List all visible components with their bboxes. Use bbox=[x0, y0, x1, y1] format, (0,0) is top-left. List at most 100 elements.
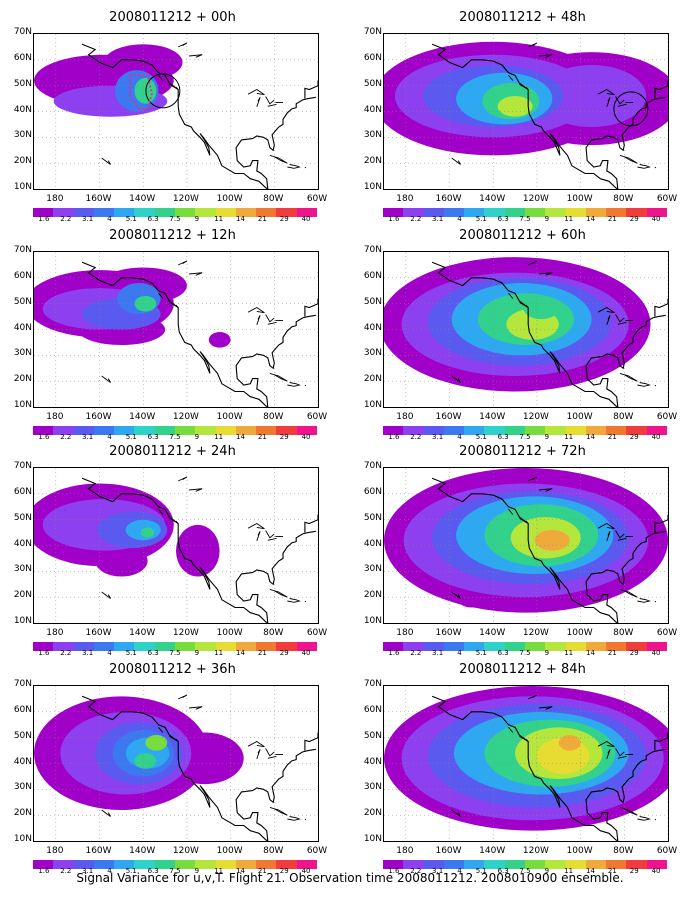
coastline bbox=[431, 477, 666, 623]
colorbar-label: 2.2 bbox=[410, 649, 422, 657]
colorbar-swatch bbox=[154, 860, 175, 869]
lat-tick-label: 60N bbox=[13, 704, 32, 715]
colorbar-label: 40 bbox=[301, 433, 311, 441]
colorbar-labels: 1.6 2.2 3.1 4 5.1 6.3 7.5 9 11 14 21 29 40 bbox=[383, 433, 667, 442]
colorbar-label: 3.1 bbox=[432, 649, 444, 657]
colorbar-swatch bbox=[585, 860, 607, 869]
island-outline bbox=[637, 816, 651, 821]
colorbar-swatch bbox=[383, 426, 404, 435]
variance-contour bbox=[208, 332, 231, 348]
panel-title: 2008011212 + 36h bbox=[109, 662, 236, 677]
colorbar-label: 4 bbox=[457, 215, 462, 223]
lat-tick-label: 70N bbox=[13, 461, 32, 471]
lon-tick-label: 60W bbox=[656, 194, 678, 204]
lon-tick-label: 100W bbox=[216, 628, 243, 638]
lat-tick-label: 60N bbox=[363, 704, 382, 715]
lon-tick-label: 140W bbox=[479, 628, 506, 638]
colorbar-label: 29 bbox=[279, 867, 289, 875]
colorbar-label: 14 bbox=[586, 215, 595, 223]
lat-tick-label: 10N bbox=[13, 400, 32, 410]
lake-outline bbox=[178, 694, 188, 700]
island-outline bbox=[619, 588, 638, 598]
lat-tick-label: 10N bbox=[13, 834, 32, 844]
colorbar-label: 2.2 bbox=[410, 215, 422, 223]
colorbar-swatch bbox=[626, 860, 647, 869]
lake-outline bbox=[267, 321, 277, 325]
lat-tick-label: 50N bbox=[13, 512, 32, 523]
island-outline bbox=[451, 157, 461, 165]
lat-tick-label: 70N bbox=[13, 27, 32, 37]
island-outline bbox=[269, 372, 288, 382]
colorbar-swatch bbox=[215, 860, 236, 869]
colorbar-label: 14 bbox=[586, 433, 595, 441]
colorbar-label: 11 bbox=[564, 215, 574, 223]
island-outline bbox=[654, 818, 657, 821]
lat-tick-label: 60N bbox=[363, 486, 382, 497]
lake-outline bbox=[615, 748, 625, 757]
colorbar-swatch bbox=[296, 860, 317, 869]
lat-tick-label: 60N bbox=[13, 52, 32, 63]
island-outline bbox=[654, 600, 657, 603]
map-area bbox=[383, 685, 669, 842]
coastline bbox=[654, 298, 668, 317]
colorbar-swatch bbox=[585, 208, 607, 217]
colorbar-swatch bbox=[154, 208, 175, 217]
colorbar-label: 2.2 bbox=[410, 433, 422, 441]
map-panel: 2008011212 + 84h 70N 60N 50N 40N 30N 20N 10N 180… bbox=[350, 655, 695, 875]
lat-tick-label: 20N bbox=[363, 374, 382, 385]
colorbar-swatch bbox=[174, 426, 196, 435]
lon-tick-label: 100W bbox=[566, 846, 593, 856]
colorbar-label: 9 bbox=[544, 215, 550, 223]
colorbar-swatch bbox=[276, 208, 297, 217]
colorbar-swatch bbox=[545, 208, 566, 217]
variance-contour bbox=[141, 527, 155, 538]
lake-outline bbox=[267, 537, 277, 541]
map-panel: 2008011212 + 24h 70N 60N 50N 40N 30N 20N 10N 180… bbox=[0, 437, 345, 657]
colorbar-swatch bbox=[524, 208, 546, 217]
colorbar-label: 29 bbox=[629, 433, 639, 441]
lon-tick-label: 180 bbox=[396, 628, 414, 638]
island-outline bbox=[619, 806, 638, 816]
lon-tick-label: 120W bbox=[522, 194, 549, 204]
colorbar-swatch bbox=[504, 426, 525, 435]
island-outline bbox=[169, 302, 179, 308]
colorbar-swatch bbox=[256, 426, 277, 435]
colorbar-swatch bbox=[423, 642, 444, 651]
colorbar-swatch bbox=[33, 860, 54, 869]
colorbar-label: 7.5 bbox=[519, 649, 531, 657]
lon-tick-label: 160W bbox=[85, 846, 112, 856]
colorbar-swatch bbox=[73, 208, 94, 217]
variance-contour bbox=[534, 530, 570, 551]
lat-tick-label: 30N bbox=[13, 130, 32, 141]
coastline bbox=[81, 477, 316, 623]
panel-title: 2008011212 + 12h bbox=[109, 228, 236, 243]
colorbar-label: 4 bbox=[107, 867, 112, 875]
island-outline bbox=[451, 591, 461, 599]
colorbar-label: 5.1 bbox=[475, 433, 487, 441]
colorbar-swatch bbox=[114, 208, 135, 217]
lake-outline bbox=[267, 103, 277, 107]
coastline bbox=[304, 298, 318, 317]
lon-tick-label: 80W bbox=[613, 194, 634, 204]
lake-outline bbox=[606, 315, 611, 326]
colorbar-swatch bbox=[114, 426, 135, 435]
colorbar-swatch bbox=[443, 426, 465, 435]
lake-outline bbox=[539, 488, 553, 492]
map-area bbox=[383, 467, 669, 624]
colorbar-swatch bbox=[443, 642, 465, 651]
lat-tick-label: 70N bbox=[363, 679, 382, 689]
colorbar-label: 21 bbox=[607, 867, 617, 875]
colorbar-label: 6.3 bbox=[497, 867, 509, 875]
lat-tick-label: 30N bbox=[13, 348, 32, 359]
colorbar-swatch bbox=[464, 642, 485, 651]
lat-tick-label: 50N bbox=[363, 78, 382, 89]
lat-tick-label: 20N bbox=[363, 590, 382, 601]
colorbar-swatch bbox=[134, 208, 155, 217]
colorbar-label: 11 bbox=[564, 433, 574, 441]
island-outline bbox=[519, 736, 529, 742]
variance-contour bbox=[523, 298, 559, 320]
colorbar-label: 14 bbox=[586, 867, 595, 875]
lat-tick-label: 20N bbox=[363, 156, 382, 167]
colorbar-swatch bbox=[443, 208, 465, 217]
island-outline bbox=[158, 75, 164, 81]
